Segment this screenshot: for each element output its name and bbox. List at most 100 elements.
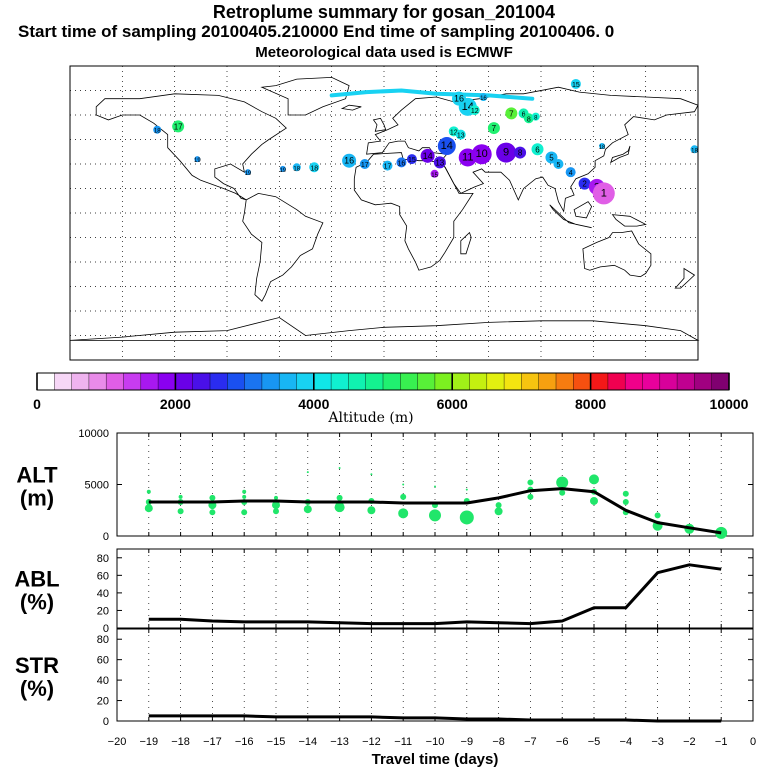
altitude-point [400, 493, 407, 500]
altitude-point [715, 526, 728, 539]
colorbar-segment [417, 373, 436, 390]
colorbar-segment [521, 373, 539, 390]
x-tick-label: −15 [267, 736, 286, 748]
panel-unit-alt: (m) [20, 486, 54, 511]
plume-marker-label: 16 [398, 160, 406, 167]
colorbar-segment [244, 373, 263, 390]
plume-marker-label: 13 [435, 158, 444, 167]
map-gridlines [70, 66, 698, 360]
str-series-line [148, 714, 722, 723]
plume-marker-label: 15 [572, 82, 580, 89]
altitude-point [242, 489, 247, 494]
plume-marker-label: 18 [310, 165, 318, 172]
y-tick-label: 80 [97, 553, 109, 565]
plume-marker-label: 19 [194, 158, 201, 164]
plume-marker-label: 12 [471, 108, 479, 115]
colorbar-segment [210, 373, 228, 390]
plume-marker-label: 8 [518, 149, 523, 158]
x-tick-label: −5 [588, 736, 601, 748]
altitude-point [272, 501, 280, 510]
plume-marker-circle [437, 137, 456, 156]
colorbar-segment [434, 373, 453, 390]
colorbar-segment [400, 373, 418, 390]
plume-track-north [329, 88, 535, 101]
y-tick-label: 60 [97, 570, 109, 582]
x-axis: −20 −19 −18 −17 −16 −15 −14 −13 −12 −11 −10 −9 −8 −7−… [108, 736, 756, 768]
panel-unit-abl: (%) [20, 590, 54, 615]
plume-marker-label: 19 [279, 168, 286, 174]
plume-marker-circle [430, 169, 439, 178]
altitude-point [146, 489, 151, 494]
altitude-point [209, 509, 216, 516]
plume-marker-label: 13 [457, 133, 465, 140]
colorbar-segment [486, 373, 505, 390]
x-tick-label: 0 [750, 736, 756, 748]
plume-marker-label: 4 [569, 170, 573, 177]
altitude-point [209, 494, 216, 501]
x-tick-label: −11 [394, 736, 412, 748]
altitude-point [242, 494, 247, 499]
x-tick-label: −10 [426, 736, 445, 748]
plume-marker-label: 7 [492, 124, 497, 133]
colorbar-segment [677, 373, 695, 390]
colorbar-segment [175, 373, 193, 390]
continent-australia [582, 230, 652, 278]
plume-marker-circle [531, 112, 540, 121]
altitude-point [434, 485, 436, 488]
colorbar-segment [607, 373, 626, 390]
plume-marker-label: 1 [601, 187, 607, 199]
plume-marker-circle [599, 143, 606, 150]
altitude-point [429, 509, 441, 522]
altitude-point [336, 494, 343, 501]
continent-japan [610, 145, 631, 164]
plume-marker-circle [455, 129, 466, 140]
plume-marker-label: 8 [527, 116, 531, 123]
x-tick-label: −12 [362, 736, 381, 748]
y-tick-label: 0 [103, 623, 109, 635]
plume-marker-circle [292, 163, 301, 172]
plume-marker-circle [469, 105, 480, 116]
y-tick-label: 0 [103, 716, 109, 728]
colorbar-segment [625, 373, 643, 390]
colorbar-segment [296, 373, 315, 390]
altitude-colorbar: 0 2000 4000 6000 8000 10000 Altitude (m) [33, 372, 749, 426]
colorbar-segment [123, 373, 142, 390]
colorbar-segment [227, 373, 245, 390]
altitude-point [273, 508, 279, 515]
colorbar-segment [106, 373, 124, 390]
plume-marker-circle [342, 153, 357, 168]
plume-marker-label: 12 [450, 129, 458, 136]
colorbar-segment [711, 373, 730, 390]
plume-marker-circle [420, 148, 435, 163]
colorbar-segment [140, 373, 159, 390]
continent-outlines [69, 76, 700, 341]
altitude-point [495, 502, 502, 509]
plume-marker-circle [406, 154, 417, 165]
plume-marker-circle [452, 91, 467, 106]
panel-unit-str: (%) [20, 676, 54, 701]
y-tick-label: 5000 [85, 480, 109, 492]
plume-marker-label: 18 [599, 145, 606, 151]
y-tick-label: 40 [97, 588, 109, 600]
continent-north-america [95, 93, 287, 201]
plume-marker-circle [359, 159, 370, 169]
plume-marker-circle [570, 78, 581, 89]
x-tick-label: −7 [524, 736, 537, 748]
y-tick-label: 10000 [78, 428, 109, 440]
y-tick-label: 80 [97, 634, 109, 646]
x-tick-label: −8 [492, 736, 505, 748]
altitude-point [177, 508, 184, 515]
altitude-point [622, 490, 629, 497]
altitude-point [178, 494, 183, 499]
plume-marker-circle [578, 177, 591, 190]
colorbar-segment [158, 373, 176, 390]
colorbar-tick-label: 0 [33, 396, 41, 412]
y-tick-label: 0 [103, 531, 109, 543]
altitude-point [494, 507, 503, 516]
altitude-point [274, 495, 278, 500]
x-tick-label: −2 [683, 736, 696, 748]
plume-marker-label: 8 [534, 116, 538, 122]
altitude-point [622, 499, 629, 506]
plume-marker-circle [690, 145, 699, 154]
colorbar-tick-label: 8000 [575, 396, 606, 412]
